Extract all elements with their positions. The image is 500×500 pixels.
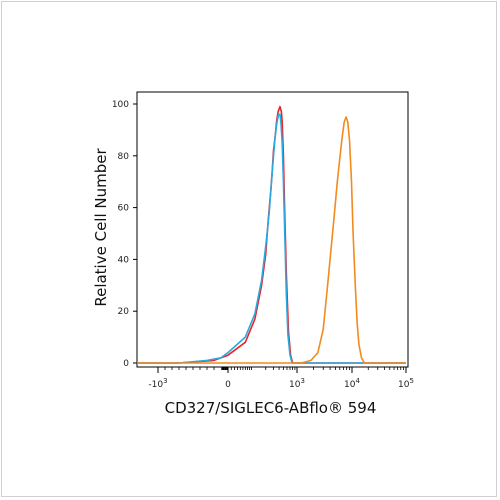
x-tick-label: 105 <box>398 377 414 390</box>
y-axis: 0 20 40 60 80 100 <box>112 100 137 369</box>
x-tick-label: 103 <box>289 377 305 390</box>
series-layer <box>137 105 406 364</box>
x-minor-ticks <box>164 367 404 370</box>
x-axis-title: CD327/SIGLEC6-ABflo® 594 <box>165 399 377 417</box>
histogram-series-2 <box>137 113 406 364</box>
y-tick-label: 20 <box>118 307 130 317</box>
x-tick-label: 0 <box>225 380 231 390</box>
y-tick-label: 0 <box>123 359 129 369</box>
y-tick-label: 100 <box>112 100 129 110</box>
x-tick-label: -103 <box>148 377 167 390</box>
histogram-series-3 <box>137 116 406 364</box>
y-tick-label: 80 <box>118 152 130 162</box>
x-tick-label: 104 <box>344 377 360 390</box>
y-tick-label: 40 <box>118 255 130 265</box>
histogram-series-1 <box>137 105 406 364</box>
y-axis-title: Relative Cell Number <box>92 148 110 307</box>
plot-area <box>136 91 409 368</box>
x-axis: -103 0 103 104 105 <box>148 367 414 390</box>
y-tick-label: 60 <box>118 204 130 214</box>
